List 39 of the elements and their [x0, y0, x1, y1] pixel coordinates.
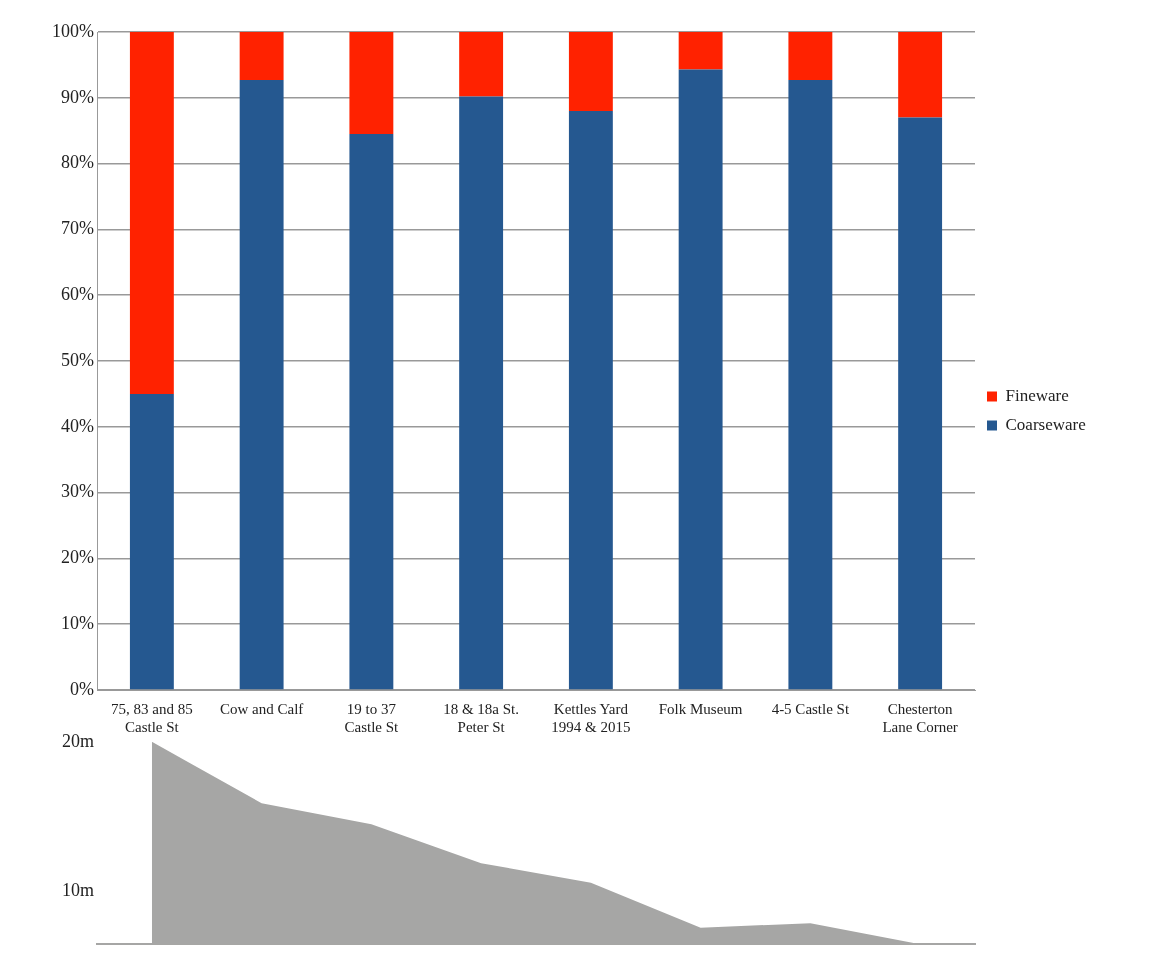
y-tick-label: 60% — [61, 283, 94, 304]
y-tick-label: 100% — [52, 20, 94, 41]
y-tick-label: 10% — [61, 612, 94, 633]
bar — [239, 32, 284, 81]
bar — [459, 32, 504, 97]
x-tick-label: 18 & 18a St. Peter St — [443, 700, 520, 735]
bar — [898, 32, 943, 118]
bar — [788, 32, 833, 81]
y-tick-label: 20% — [61, 547, 94, 568]
x-tick-label: Chesterton Lane Corner — [882, 700, 958, 735]
legend-label: Coarseware — [1005, 414, 1086, 434]
x-tick-label: 4-5 Castle St — [771, 700, 850, 717]
bar — [129, 32, 174, 394]
bar — [568, 32, 613, 111]
bar — [898, 117, 943, 690]
bar — [239, 80, 284, 690]
y-tick-label: 70% — [61, 218, 94, 239]
bar — [678, 69, 723, 690]
y-tick-label: 50% — [61, 349, 94, 370]
bar — [129, 393, 174, 690]
x-tick-label: Cow and Calf — [219, 700, 304, 717]
x-tick-label: 75, 83 and 85 Castle St — [111, 700, 193, 735]
x-tick-label: Folk Museum — [658, 700, 743, 717]
y-tick-label: 90% — [61, 86, 94, 107]
bar — [349, 133, 394, 690]
y-tick-label: 40% — [61, 415, 94, 436]
x-tick-label: Kettles Yard 1994 & 2015 — [551, 700, 631, 735]
x-tick-label: 19 to 37 Castle St — [344, 700, 400, 735]
y-tick-label: 80% — [61, 152, 94, 173]
legend-label: Fineware — [1005, 385, 1069, 405]
bar — [568, 110, 613, 690]
bar — [788, 80, 833, 690]
bar — [678, 32, 723, 70]
bar — [459, 96, 504, 690]
y-tick-label: 10m — [61, 880, 94, 901]
y-tick-label: 20m — [61, 730, 94, 751]
bar — [349, 32, 394, 134]
y-tick-label: 0% — [70, 678, 94, 699]
y-tick-label: 30% — [61, 481, 94, 502]
